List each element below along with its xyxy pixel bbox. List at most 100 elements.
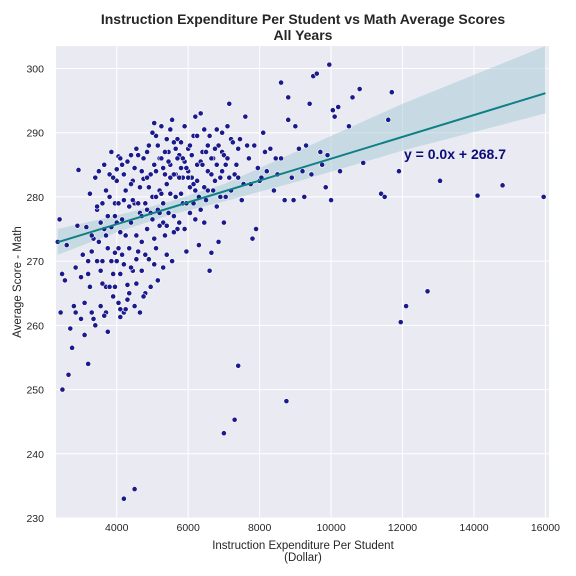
y-tick-label: 280 [26, 192, 44, 204]
data-point [78, 274, 84, 281]
data-point [162, 149, 168, 155]
y-tick-label: 300 [26, 63, 44, 75]
data-point [110, 293, 117, 300]
data-point [88, 309, 95, 316]
grid-lines [56, 46, 549, 519]
data-point [317, 149, 324, 155]
confidence-band [57, 46, 546, 255]
data-point [194, 177, 201, 184]
data-point [292, 123, 299, 130]
data-point [145, 184, 152, 191]
data-point [138, 238, 145, 245]
data-point [322, 184, 329, 191]
data-point [153, 168, 159, 175]
data-point [115, 245, 122, 252]
data-point [170, 171, 177, 178]
data-point [113, 166, 120, 173]
data-point [117, 229, 124, 236]
data-point [187, 142, 193, 149]
data-point [285, 94, 292, 101]
data-point [133, 232, 140, 239]
data-point [222, 161, 229, 168]
data-point [85, 258, 92, 265]
data-point [437, 177, 443, 184]
data-point [378, 190, 384, 197]
data-point [201, 126, 208, 133]
data-point [217, 194, 224, 200]
data-point [263, 168, 270, 175]
data-point [329, 107, 336, 114]
data-point [81, 299, 88, 306]
data-point [176, 219, 183, 226]
data-point [254, 165, 261, 171]
data-point [299, 168, 306, 175]
y-tick-label: 250 [26, 385, 44, 397]
data-point [144, 149, 150, 155]
data-point [219, 129, 226, 136]
y-tick-label: 230 [26, 513, 44, 525]
data-point [112, 213, 118, 220]
data-point [296, 145, 302, 152]
data-point [204, 168, 211, 175]
data-point [110, 271, 117, 277]
data-point [217, 174, 224, 181]
data-point [128, 264, 134, 271]
data-point [169, 258, 176, 265]
data-point [79, 251, 86, 258]
data-point [131, 486, 138, 493]
data-point [101, 312, 108, 319]
data-point [346, 123, 352, 130]
data-point [126, 245, 133, 252]
data-point [165, 158, 172, 165]
data-point [156, 222, 163, 229]
data-point [238, 197, 245, 204]
data-point [104, 245, 111, 252]
data-point [235, 174, 242, 181]
data-point [106, 283, 113, 290]
data-point [106, 171, 113, 178]
data-point [385, 116, 392, 123]
data-point [149, 216, 156, 223]
data-point [113, 258, 120, 265]
data-point [119, 161, 125, 168]
x-tick-label: 6000 [177, 522, 201, 534]
data-point [185, 174, 192, 181]
data-point [221, 219, 227, 226]
data-point [237, 136, 243, 143]
y-axis-label: Average Score - Math [12, 226, 24, 338]
data-point [249, 235, 256, 242]
data-point [56, 216, 63, 223]
data-point [122, 187, 129, 194]
data-point [133, 145, 140, 152]
data-point [221, 430, 227, 437]
data-point [112, 249, 118, 256]
data-point [224, 155, 231, 162]
data-point [233, 161, 240, 168]
data-point [95, 168, 102, 175]
data-point [188, 152, 195, 159]
data-point [149, 129, 156, 136]
data-point [83, 224, 90, 230]
data-point [103, 187, 109, 194]
data-point [95, 238, 102, 245]
data-point [474, 192, 481, 199]
data-point [104, 328, 111, 335]
data-point [178, 139, 184, 146]
data-point [160, 264, 167, 271]
data-point [147, 171, 154, 178]
data-point [194, 133, 201, 139]
data-point [158, 155, 165, 162]
data-point [262, 149, 268, 155]
data-point [229, 139, 236, 146]
data-point [172, 145, 179, 152]
data-point [174, 155, 181, 162]
data-point [117, 155, 124, 162]
data-point [206, 267, 213, 274]
data-point [170, 229, 177, 236]
data-point [75, 167, 82, 173]
data-point [337, 168, 343, 175]
data-point [204, 142, 211, 149]
data-point [135, 200, 142, 207]
data-point [178, 165, 184, 171]
data-point [128, 181, 134, 187]
